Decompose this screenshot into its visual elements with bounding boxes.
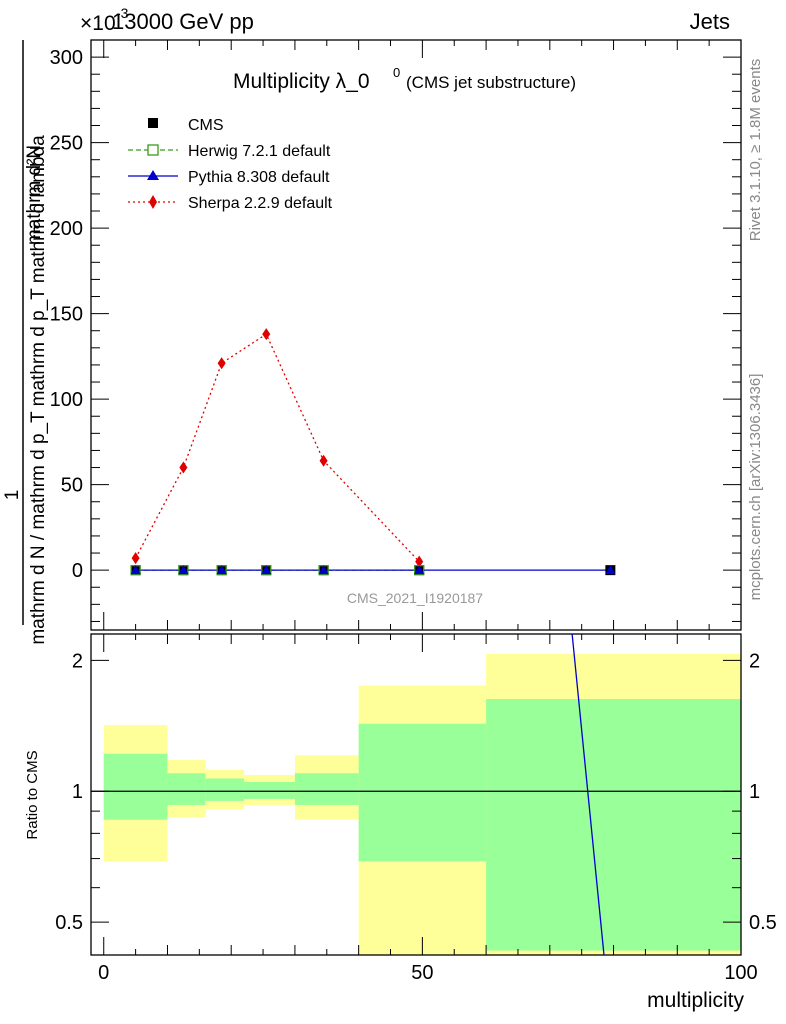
ratio-plot-frame	[90, 633, 742, 956]
legend-label-cms: CMS	[188, 117, 224, 134]
ratio-band-inner-6	[486, 699, 741, 951]
main-y-tick-label: 0	[72, 560, 83, 582]
mcplots-label: mcplots.cern.ch [arXiv:1306.3436]	[747, 374, 764, 601]
ylabel-main-prefix: 1	[2, 490, 23, 501]
pythia-point	[261, 565, 272, 575]
sherpa-point	[319, 454, 328, 467]
legend-label-pythia: Pythia 8.308 default	[188, 169, 330, 186]
sherpa-point	[217, 357, 226, 370]
main-y-tick-label: 50	[61, 475, 83, 497]
sherpa-point	[262, 328, 271, 341]
process-label: Jets	[690, 9, 730, 34]
ratio-y-tick-label-left: 2	[72, 650, 83, 672]
ratio-x-tick-label: 50	[411, 962, 433, 984]
pythia-point	[130, 565, 141, 575]
main-y-tick-label: 100	[50, 389, 83, 411]
main-y-tick-label: 300	[50, 47, 83, 69]
legend-label-sherpa: Sherpa 2.2.9 default	[188, 195, 333, 212]
ylabel-main-numerator: mathrm d²N	[24, 145, 45, 245]
energy-label: 13000 GeV pp	[112, 9, 254, 34]
main-plot-frame	[90, 39, 742, 631]
rivet-label: Rivet 3.1.10, ≥ 1.8M events	[747, 59, 764, 242]
pythia-ratio-line	[571, 633, 605, 956]
ratio-y-tick-label-left: 0.5	[55, 912, 83, 934]
ylabel-ratio: Ratio to CMS	[24, 750, 41, 839]
analysis-watermark: CMS_2021_I1920187	[347, 590, 483, 606]
plot-title-superscript: 0	[393, 65, 400, 80]
pythia-point	[414, 565, 425, 575]
ratio-band-layer	[103, 653, 741, 955]
sherpa-point	[131, 552, 140, 565]
legend-symbol-herwig	[147, 144, 159, 156]
ratio-band-inner-2	[205, 778, 244, 801]
legend-symbol-cms	[148, 118, 158, 128]
xlabel: multiplicity	[647, 989, 744, 1012]
legend-label-herwig: Herwig 7.2.1 default	[188, 143, 331, 160]
sherpa-line	[135, 333, 420, 563]
ratio-band-inner-1	[167, 773, 206, 805]
pythia-point	[318, 565, 329, 575]
main-y-tick-label: 250	[50, 133, 83, 155]
plot-title: Multiplicity λ_0	[233, 70, 370, 93]
ratio-x-tick-label: 100	[724, 962, 757, 984]
sherpa-point	[415, 555, 424, 568]
axes-frame: 0 50 100 150 200 250 300 0 50 100 0.5 0.5 1 1 2 2	[50, 39, 777, 984]
ratio-y-tick-label-right: 0.5	[749, 912, 777, 934]
ratio-y-tick-label-right: 1	[749, 781, 760, 803]
ratio-y-tick-label-right: 2	[749, 650, 760, 672]
ratio-y-tick-label-left: 1	[72, 781, 83, 803]
legend-symbol-pythia	[147, 170, 159, 180]
pythia-point	[178, 565, 189, 575]
ratio-band-inner-0	[103, 753, 168, 820]
pythia-point	[216, 565, 227, 575]
pythia-point	[605, 565, 616, 575]
sherpa-point	[179, 461, 188, 474]
ratio-x-tick-label: 0	[98, 962, 109, 984]
ratio-band-inner-4	[294, 773, 359, 805]
plot-title-subtitle: (CMS jet substructure)	[406, 73, 576, 92]
ylabel-main-denominator: mathrm d N / mathrm d p_T mathrm d p_T m…	[28, 135, 49, 645]
y-exponent-label: ×10	[80, 12, 116, 35]
ratio-band-inner-3	[243, 782, 295, 799]
ratio-band-inner-5	[358, 723, 487, 862]
y-exponent-power: -3	[116, 5, 129, 21]
data-marks	[91, 118, 741, 956]
main-y-tick-label: 150	[50, 304, 83, 326]
legend-symbol-sherpa	[149, 195, 157, 209]
main-y-tick-label: 200	[50, 218, 83, 240]
